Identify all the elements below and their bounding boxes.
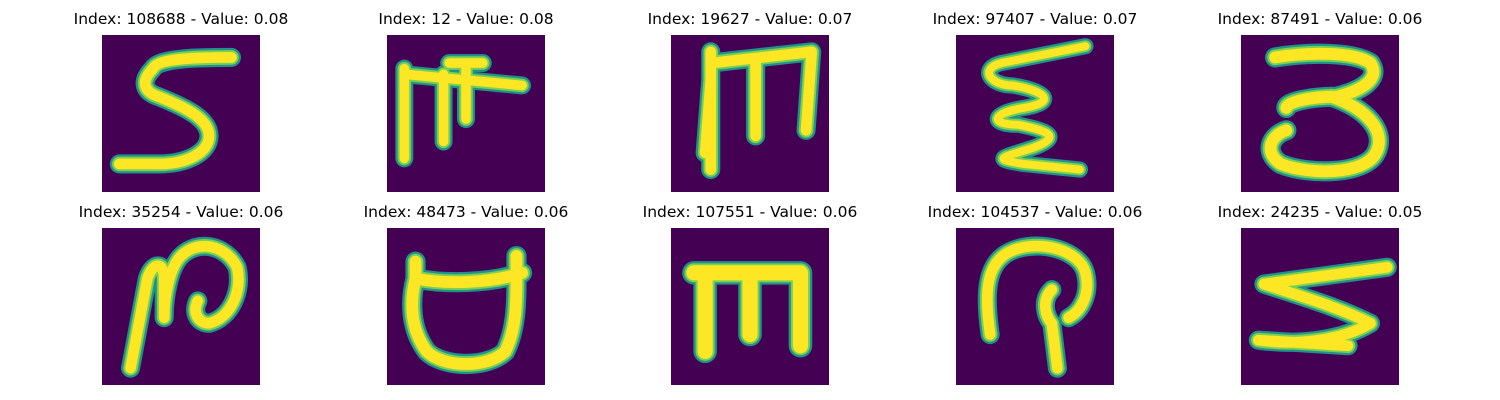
panel-8: Index: 107551 - Value: 0.06 — [643, 203, 857, 385]
panel-title: Index: 97407 - Value: 0.07 — [932, 10, 1138, 28]
panel-image — [102, 35, 260, 192]
panel-image — [387, 228, 545, 385]
cup-glyph — [402, 245, 533, 375]
zigzag-glyph — [981, 38, 1094, 178]
panel-image — [956, 35, 1114, 192]
n-loop-glyph — [121, 236, 248, 378]
panel-10: Index: 24235 - Value: 0.05 — [1218, 203, 1422, 385]
panel-title: Index: 48473 - Value: 0.06 — [363, 203, 569, 221]
hook-glyph — [977, 236, 1097, 378]
panel-title: Index: 87491 - Value: 0.06 — [1217, 10, 1423, 28]
m-glyph — [695, 42, 822, 180]
panel-image — [1241, 35, 1399, 192]
panel-1: Index: 108688 - Value: 0.08 — [74, 10, 288, 192]
comb-glyph — [395, 54, 532, 168]
s-glyph — [109, 47, 241, 174]
e-up-glyph — [682, 261, 813, 364]
panel-image — [1241, 228, 1399, 385]
panel-title: Index: 35254 - Value: 0.06 — [78, 203, 284, 221]
panel-title: Index: 24235 - Value: 0.05 — [1217, 203, 1423, 221]
panel-image — [387, 35, 545, 192]
panel-3: Index: 19627 - Value: 0.07 — [648, 10, 852, 192]
panel-2: Index: 12 - Value: 0.08 — [378, 10, 554, 192]
panel-9: Index: 104537 - Value: 0.06 — [928, 203, 1142, 385]
panel-title: Index: 19627 - Value: 0.07 — [647, 10, 853, 28]
panel-5: Index: 87491 - Value: 0.06 — [1218, 10, 1422, 192]
three-glyph — [1260, 43, 1390, 182]
panel-6: Index: 35254 - Value: 0.06 — [79, 203, 283, 385]
rotated-s-glyph — [1248, 257, 1397, 356]
panel-image — [671, 35, 829, 192]
panel-image — [102, 228, 260, 385]
panel-4: Index: 97407 - Value: 0.07 — [933, 10, 1137, 192]
panel-title: Index: 12 - Value: 0.08 — [378, 10, 554, 28]
panel-7: Index: 48473 - Value: 0.06 — [364, 203, 568, 385]
panel-image — [956, 228, 1114, 385]
panel-title: Index: 104537 - Value: 0.06 — [927, 203, 1143, 221]
panel-title: Index: 107551 - Value: 0.06 — [642, 203, 858, 221]
panel-title: Index: 108688 - Value: 0.08 — [73, 10, 289, 28]
panel-image — [671, 228, 829, 385]
